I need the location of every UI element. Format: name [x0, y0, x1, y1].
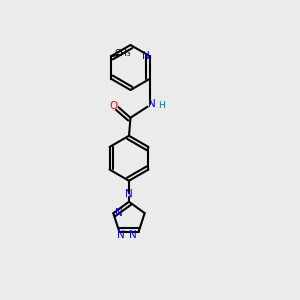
- Text: CH₃: CH₃: [115, 49, 131, 58]
- Text: N: N: [129, 230, 137, 240]
- Text: N: N: [117, 230, 125, 240]
- Text: H: H: [159, 101, 165, 110]
- Text: N: N: [125, 189, 133, 199]
- Text: N: N: [115, 208, 123, 218]
- Text: O: O: [109, 101, 117, 111]
- Text: N: N: [148, 99, 155, 109]
- Text: N: N: [142, 51, 149, 61]
